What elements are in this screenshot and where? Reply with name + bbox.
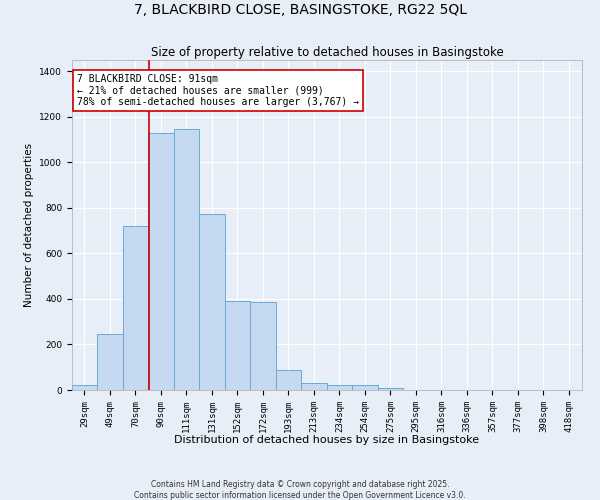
Bar	[72, 386, 97, 390]
Text: 7, BLACKBIRD CLOSE, BASINGSTOKE, RG22 5QL: 7, BLACKBIRD CLOSE, BASINGSTOKE, RG22 5Q…	[133, 2, 467, 16]
Bar	[174, 130, 199, 390]
Text: 7 BLACKBIRD CLOSE: 91sqm
← 21% of detached houses are smaller (999)
78% of semi-: 7 BLACKBIRD CLOSE: 91sqm ← 21% of detach…	[77, 74, 359, 107]
Y-axis label: Number of detached properties: Number of detached properties	[24, 143, 34, 307]
Bar	[148, 133, 174, 390]
Bar	[97, 334, 123, 390]
Bar	[276, 370, 301, 390]
Bar	[250, 302, 276, 390]
Title: Size of property relative to detached houses in Basingstoke: Size of property relative to detached ho…	[151, 46, 503, 59]
Bar	[199, 214, 225, 390]
Bar	[225, 301, 250, 390]
Bar	[123, 226, 148, 390]
Bar	[327, 386, 352, 390]
Bar	[352, 386, 378, 390]
X-axis label: Distribution of detached houses by size in Basingstoke: Distribution of detached houses by size …	[175, 435, 479, 445]
Text: Contains HM Land Registry data © Crown copyright and database right 2025.
Contai: Contains HM Land Registry data © Crown c…	[134, 480, 466, 500]
Bar	[301, 383, 327, 390]
Bar	[378, 388, 403, 390]
